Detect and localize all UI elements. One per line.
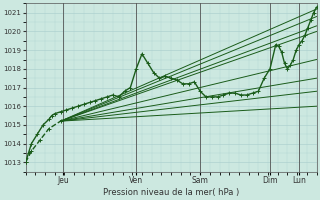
X-axis label: Pression niveau de la mer( hPa ): Pression niveau de la mer( hPa ) (103, 188, 239, 197)
